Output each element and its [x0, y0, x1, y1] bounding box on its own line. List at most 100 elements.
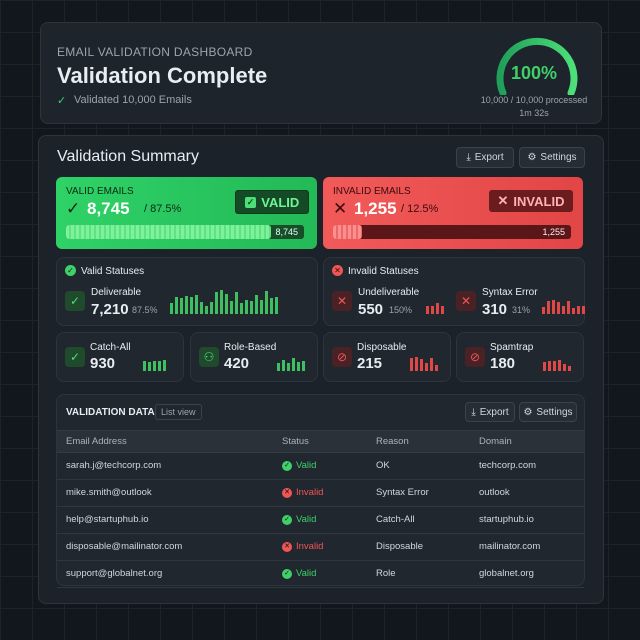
spark-bar [230, 300, 233, 314]
status-percent: 150% [389, 305, 413, 315]
check-icon: ✓ [57, 95, 67, 107]
spark-bar [200, 302, 203, 314]
gauge-value: 100% [510, 63, 558, 83]
icon: ✓ [65, 347, 85, 367]
header-card: EMAIL VALIDATION DASHBOARD Validation Co… [40, 22, 602, 124]
cell: help@startuphub.io [66, 514, 149, 525]
spark-bar [148, 361, 151, 371]
status-icon: ✕ [282, 542, 292, 552]
metric-card: ⊘ Disposable 215 [323, 332, 451, 382]
spark-bar [205, 305, 208, 314]
spark-bar [558, 359, 561, 371]
status-percent: 31% [512, 305, 531, 315]
spark-bar [426, 305, 429, 314]
column-header: Status [282, 436, 309, 447]
invalid-count: 1,255 [354, 199, 397, 218]
icon: ✓ [244, 196, 257, 208]
spark-bar [158, 361, 161, 371]
table-header: Email Address Status Reason Domain [57, 430, 584, 453]
spark-bar [553, 361, 556, 371]
export-button[interactable]: ⤓ Export [465, 402, 515, 422]
cell: mailinator.com [479, 541, 541, 552]
sparkbars [542, 300, 585, 314]
icon: ⤓ [471, 406, 476, 418]
status-text: Valid [296, 568, 317, 579]
cell: globalnet.org [479, 568, 534, 579]
icon: ⚙ [527, 152, 537, 163]
invalid-progress: 1,255 [333, 225, 571, 239]
icon: ✓ [65, 291, 85, 311]
spark-bar [543, 361, 546, 371]
view-tag[interactable]: List view [155, 404, 202, 420]
status-count: 310 [482, 301, 508, 318]
status-text: Valid [296, 460, 317, 471]
spark-bar [563, 364, 566, 371]
spark-bar [552, 300, 555, 314]
valid-statuses-card: ✓ Valid Statuses ✓ Deliverable 7,210 87.… [56, 257, 318, 326]
progress-fill [66, 225, 271, 239]
cell: support@globalnet.org [66, 568, 163, 579]
icon: ⊘ [465, 347, 485, 367]
valid-badge: ✓ VALID [235, 190, 309, 214]
table-row: sarah.j@techcorp.com ✓ Valid OK techcorp.com [57, 453, 584, 480]
valid-card: VALID EMAILS ✓ 8,745 / 87.5% ✓ VALID 8,74… [56, 177, 317, 249]
column-header: Domain [479, 436, 512, 447]
spark-bar [410, 358, 413, 371]
cell: outlook [479, 487, 510, 498]
invalid-statuses-card: ✕ Invalid Statuses ✕ Undeliverable 550 1… [323, 257, 585, 326]
export-button[interactable]: ⤓ Export [456, 147, 514, 168]
gauge-time: 1m 32s [519, 108, 549, 118]
cell: Catch-All [376, 514, 415, 525]
cell: sarah.j@techcorp.com [66, 460, 162, 471]
icon: ✕ [456, 291, 476, 311]
cell: Disposable [376, 541, 423, 552]
gauge-arc [496, 37, 578, 95]
badge-label: INVALID [513, 193, 565, 209]
spark-bar [225, 293, 228, 314]
cell: techcorp.com [479, 460, 537, 471]
table-title: VALIDATION DATA [66, 407, 155, 418]
spark-bar [163, 359, 166, 371]
status-label: Syntax Error [482, 287, 538, 298]
spark-bar [220, 290, 223, 314]
progress-fill [333, 225, 362, 239]
settings-button[interactable]: ⚙ Settings [519, 147, 585, 168]
settings-button[interactable]: ⚙ Settings [519, 402, 577, 422]
spark-bar [277, 363, 280, 371]
spark-bar [568, 366, 571, 371]
sparkbars [543, 357, 571, 371]
sparkbars [170, 290, 278, 314]
spark-bar [260, 299, 263, 314]
icon: ⤓ [466, 152, 471, 163]
cell: Role [376, 568, 396, 579]
valid-label: VALID EMAILS [66, 186, 134, 197]
status-text: Invalid [296, 541, 324, 552]
status-label: Deliverable [91, 287, 142, 298]
spark-bar [175, 297, 178, 314]
spark-bar [567, 301, 570, 314]
status-icon: ✓ [282, 461, 292, 471]
cell: startuphub.io [479, 514, 534, 525]
summary-title: Validation Summary [57, 148, 199, 165]
spark-bar [292, 357, 295, 371]
spark-bar [582, 306, 585, 314]
icon: ✓ [65, 265, 76, 276]
button-label: Settings [540, 152, 577, 163]
button-label: Settings [536, 406, 573, 418]
icon: ✕ [332, 265, 343, 276]
metric-label: Role-Based [224, 342, 277, 353]
spark-bar [255, 294, 258, 314]
spark-bar [572, 307, 575, 314]
icon: ⚇ [199, 347, 219, 367]
section-title: Invalid Statuses [348, 266, 419, 277]
metric-label: Disposable [357, 342, 407, 353]
column-header: Reason [376, 436, 409, 447]
metric-label: Catch-All [90, 342, 131, 353]
spark-bar [250, 300, 253, 314]
status-text: Invalid [296, 487, 324, 498]
metric-count: 215 [357, 355, 383, 372]
button-label: Export [479, 406, 509, 418]
icon: ⊘ [332, 347, 352, 367]
spark-bar [170, 303, 173, 314]
